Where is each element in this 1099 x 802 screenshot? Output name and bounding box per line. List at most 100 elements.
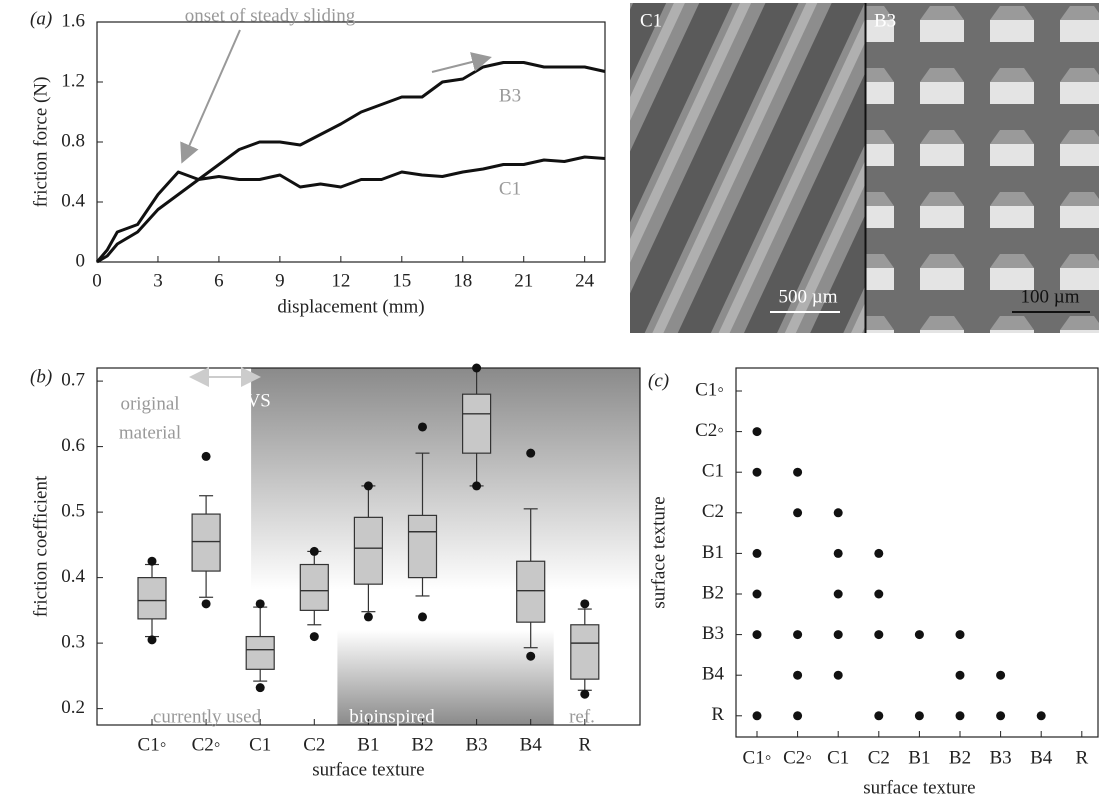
high-point xyxy=(147,556,157,566)
box xyxy=(353,516,383,585)
plot-frame xyxy=(96,21,606,263)
x-tick-label: 9 xyxy=(275,270,285,291)
significance-dot xyxy=(1036,711,1046,721)
box xyxy=(407,514,438,579)
x-tick-label: B2 xyxy=(411,734,433,755)
x-tick-label: C2◦ xyxy=(192,734,221,755)
y-tick-label: 0.4 xyxy=(61,566,85,587)
series-line xyxy=(96,61,606,264)
y-tick-label: 0.2 xyxy=(61,697,85,718)
y-tick-label: C2◦ xyxy=(695,420,724,441)
annotation-arrow xyxy=(180,29,241,164)
x-tick-label: C2 xyxy=(868,747,890,768)
plot-frame xyxy=(735,367,1099,738)
significance-dot xyxy=(793,630,803,640)
low-point xyxy=(255,683,265,693)
x-axis-title: displacement (mm) xyxy=(277,296,424,317)
y-tick-label: R xyxy=(711,704,724,725)
panel-label: (b) xyxy=(30,366,52,387)
y-tick-label: 0.3 xyxy=(61,631,85,652)
x-tick-label: B3 xyxy=(466,734,488,755)
low-point xyxy=(418,612,427,622)
x-tick-label: 24 xyxy=(575,270,595,291)
significance-dot xyxy=(752,427,762,437)
sem-b3 xyxy=(866,3,1099,333)
x-tick-label: 3 xyxy=(153,270,163,291)
significance-dot xyxy=(955,711,965,721)
high-point xyxy=(309,546,319,556)
x-tick-label: C1 xyxy=(249,734,271,755)
x-tick-label: 6 xyxy=(214,270,224,291)
low-point xyxy=(580,689,590,699)
x-tick-label: C2 xyxy=(303,734,325,755)
x-tick-label: B4 xyxy=(520,734,543,755)
annotation: material xyxy=(119,422,181,443)
significance-dot xyxy=(793,467,803,477)
high-point xyxy=(526,448,536,458)
significance-dot xyxy=(833,508,843,518)
sem-c1 xyxy=(630,3,865,333)
panel-label: (a) xyxy=(30,8,52,29)
y-tick-label: B4 xyxy=(702,664,725,685)
low-point xyxy=(363,612,373,622)
y-tick-label: 0.8 xyxy=(61,130,85,151)
significance-dot xyxy=(996,670,1006,680)
bioinspired-region xyxy=(337,630,554,725)
significance-dot xyxy=(874,548,884,558)
high-point xyxy=(580,599,590,609)
significance-dot xyxy=(955,670,965,680)
x-tick-label: C1◦ xyxy=(138,734,167,755)
box xyxy=(245,635,275,670)
high-point xyxy=(472,363,482,373)
significance-dot xyxy=(874,630,884,640)
high-point xyxy=(255,599,265,609)
low-point xyxy=(201,599,211,609)
series-line xyxy=(95,155,606,263)
annotation: currently used xyxy=(153,706,262,727)
y-tick-label: C2 xyxy=(702,501,724,522)
significance-dot xyxy=(793,508,803,518)
significance-dot xyxy=(833,548,843,558)
significance-dot xyxy=(833,670,843,680)
pvs-region xyxy=(251,368,640,590)
y-tick-label: B2 xyxy=(702,582,724,603)
y-tick-label: C1◦ xyxy=(695,379,724,400)
x-tick-label: B3 xyxy=(990,747,1012,768)
significance-dot xyxy=(793,670,803,680)
y-tick-label: 0.4 xyxy=(61,190,85,211)
annotation: bioinspired xyxy=(349,706,435,727)
annotation: original xyxy=(120,393,179,414)
y-axis-title: surface texture xyxy=(648,496,669,608)
significance-dot xyxy=(955,630,965,640)
micrograph: C1 B3 500 µm 100 µm xyxy=(630,3,1099,333)
box xyxy=(191,513,221,572)
box xyxy=(570,624,600,680)
significance-dot xyxy=(874,711,884,721)
box xyxy=(137,577,167,620)
x-axis-title: surface texture xyxy=(312,759,424,780)
y-tick-label: 0.5 xyxy=(61,500,85,521)
series-label: B3 xyxy=(499,85,521,106)
x-tick-label: B1 xyxy=(908,747,930,768)
micro-label: B3 xyxy=(874,10,896,31)
significance-dot xyxy=(833,589,843,599)
x-tick-label: B4 xyxy=(1030,747,1053,768)
high-point xyxy=(418,422,427,432)
significance-dot xyxy=(752,467,762,477)
significance-dot xyxy=(914,630,924,640)
x-tick-label: B1 xyxy=(357,734,379,755)
high-point xyxy=(363,481,373,491)
scale-label: 100 µm xyxy=(1021,286,1080,307)
y-tick-label: 0.6 xyxy=(61,435,85,456)
annotation: ref. xyxy=(569,706,595,727)
significance-dot xyxy=(752,711,762,721)
low-point xyxy=(309,632,319,642)
significance-dot xyxy=(752,589,762,599)
x-tick-label: C1 xyxy=(827,747,849,768)
y-tick-label: 1.6 xyxy=(61,10,85,31)
x-tick-label: R xyxy=(1075,747,1088,768)
x-tick-label: C2◦ xyxy=(783,747,812,768)
micro-label: C1 xyxy=(640,10,662,31)
panel-label: (c) xyxy=(648,370,669,391)
y-tick-label: C1 xyxy=(702,461,724,482)
